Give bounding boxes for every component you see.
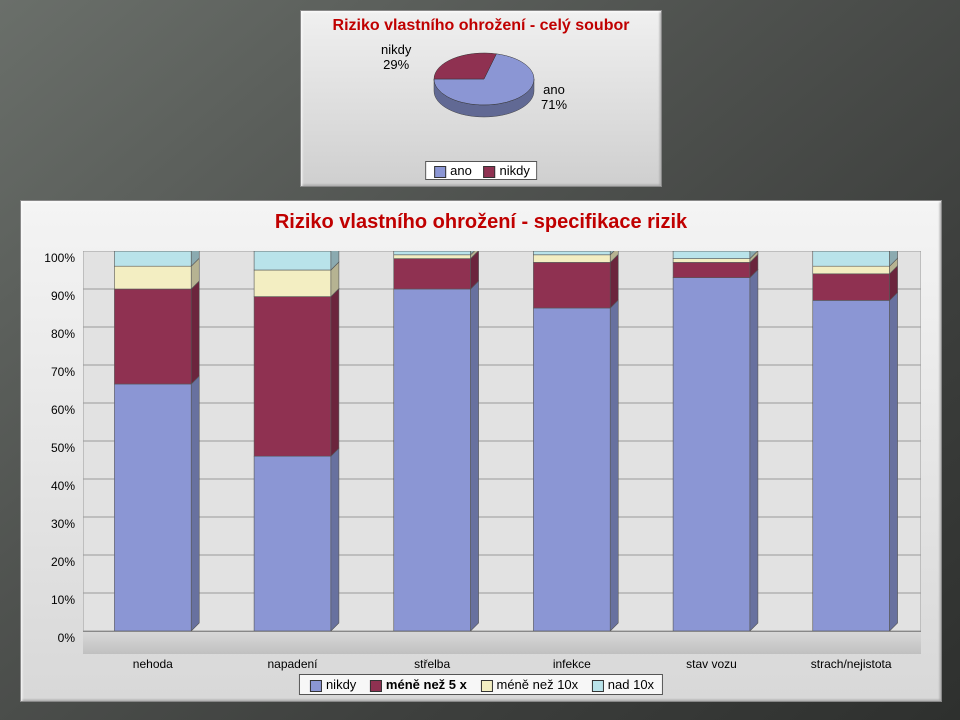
- y-tick-label: 60%: [51, 403, 75, 417]
- legend-swatch-ano: [434, 166, 446, 178]
- legend-label-nikdy: nikdy: [326, 677, 356, 692]
- x-tick-label: napadení: [267, 657, 317, 671]
- x-tick-label: stav vozu: [686, 657, 737, 671]
- legend-label-m5: méně než 5 x: [386, 677, 467, 692]
- y-tick-label: 30%: [51, 517, 75, 531]
- y-tick-label: 10%: [51, 593, 75, 607]
- y-tick-label: 50%: [51, 441, 75, 455]
- x-tick-label: nehoda: [133, 657, 173, 671]
- y-tick-label: 100%: [44, 251, 75, 265]
- pie-chart: [429, 45, 539, 125]
- chart-floor: [83, 631, 921, 654]
- pie-label-ano: ano71%: [541, 83, 567, 112]
- y-tick-label: 20%: [51, 555, 75, 569]
- legend-swatch-n10: [592, 680, 604, 692]
- legend-swatch-nikdy: [483, 166, 495, 178]
- legend-swatch-nikdy: [310, 680, 322, 692]
- pie-chart-title: Riziko vlastního ohrožení - celý soubor: [301, 11, 661, 35]
- y-tick-label: 70%: [51, 365, 75, 379]
- y-tick-label: 0%: [58, 631, 75, 645]
- legend-swatch-m10: [480, 680, 492, 692]
- legend-swatch-m5: [370, 680, 382, 692]
- x-tick-label: infekce: [553, 657, 591, 671]
- y-axis: 0%10%20%30%40%50%60%70%80%90%100%: [35, 251, 79, 631]
- pie-label-nikdy: nikdy29%: [381, 43, 411, 72]
- pie-chart-panel: Riziko vlastního ohrožení - celý soubor …: [300, 10, 662, 187]
- slide: Riziko vlastního ohrožení - celý soubor …: [0, 0, 960, 720]
- y-tick-label: 90%: [51, 289, 75, 303]
- legend-label-ano: ano: [450, 163, 472, 178]
- bar-chart-title: Riziko vlastního ohrožení - specifikace …: [21, 201, 941, 242]
- legend-label-m10: méně než 10x: [496, 677, 578, 692]
- bar-legend: nikdy méně než 5 x méně než 10x nad 10x: [299, 674, 663, 695]
- x-tick-label: strach/nejistota: [811, 657, 892, 671]
- bar-chart-panel: Riziko vlastního ohrožení - specifikace …: [20, 200, 942, 702]
- pie-chart-area: nikdy29% ano71%: [301, 35, 661, 140]
- legend-label-nikdy: nikdy: [499, 163, 529, 178]
- x-tick-label: střelba: [414, 657, 450, 671]
- bar-chart-plot: [83, 251, 921, 631]
- y-tick-label: 40%: [51, 479, 75, 493]
- legend-label-n10: nad 10x: [608, 677, 654, 692]
- y-tick-label: 80%: [51, 327, 75, 341]
- pie-legend: ano nikdy: [425, 161, 537, 180]
